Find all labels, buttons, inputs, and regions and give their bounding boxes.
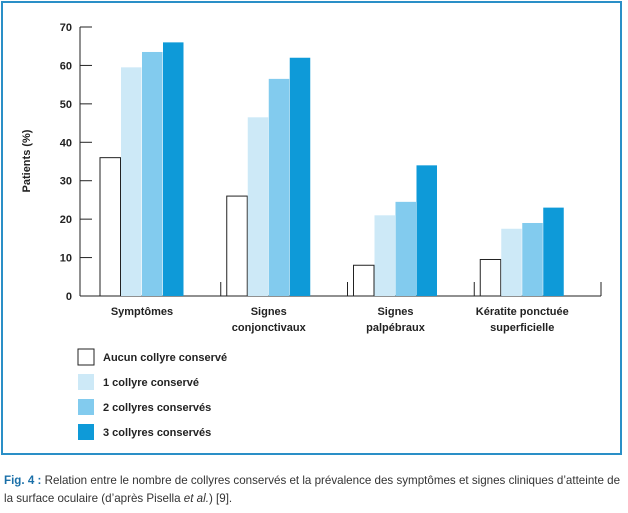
bar xyxy=(374,215,395,296)
y-tick-label: 0 xyxy=(66,291,72,303)
bar xyxy=(522,222,543,296)
bar xyxy=(353,264,375,297)
x-category-label: palpébraux xyxy=(366,322,426,334)
y-tick-label: 60 xyxy=(60,60,72,72)
bar xyxy=(268,78,290,296)
legend-swatch xyxy=(78,374,94,390)
y-tick-label: 10 xyxy=(60,253,72,265)
legend-label: 3 collyres conservés xyxy=(103,427,211,439)
x-category-label: Symptômes xyxy=(111,306,173,318)
caption-text-before: Relation entre le nombre de collyres con… xyxy=(4,474,621,505)
x-category-label: Signes xyxy=(251,306,287,318)
bar xyxy=(121,67,142,296)
legend-swatch xyxy=(78,424,94,440)
bar xyxy=(142,51,163,296)
bar xyxy=(416,165,437,296)
x-category-label: superficielle xyxy=(490,322,554,334)
bar xyxy=(289,57,311,296)
y-tick-label: 20 xyxy=(60,214,72,226)
bar xyxy=(395,201,416,296)
bar xyxy=(163,42,184,296)
legend-label: 1 collyre conservé xyxy=(103,377,199,389)
x-category-label: conjonctivaux xyxy=(232,322,307,334)
y-axis-label: Patients (%) xyxy=(21,129,33,192)
bar xyxy=(543,207,564,296)
caption-label: Fig. 4 : xyxy=(4,474,42,487)
bar-chart: 0 10 20 30 40 50 60 70 Patients (%) Symptômes Sign… xyxy=(21,22,602,440)
figure-caption: Fig. 4 : Relation entre le nombre de col… xyxy=(4,472,624,508)
legend-swatch xyxy=(77,348,95,366)
caption-text-after: ) [9]. xyxy=(208,492,233,505)
bar xyxy=(501,228,522,296)
x-category-label: Signes xyxy=(377,306,413,318)
bar xyxy=(479,258,502,297)
y-tick-label: 70 xyxy=(60,22,72,34)
y-tick-label: 50 xyxy=(60,99,72,111)
bar xyxy=(247,117,269,296)
bar xyxy=(99,157,121,297)
y-tick-label: 40 xyxy=(60,137,72,149)
bar xyxy=(226,195,248,297)
legend-label: 2 collyres conservés xyxy=(103,402,211,414)
legend-label: Aucun collyre conservé xyxy=(103,352,227,364)
x-category-label: Kératite ponctuée xyxy=(476,306,569,318)
legend-swatch xyxy=(78,399,94,415)
caption-et-al: et al. xyxy=(183,492,209,505)
y-tick-label: 30 xyxy=(60,176,72,188)
